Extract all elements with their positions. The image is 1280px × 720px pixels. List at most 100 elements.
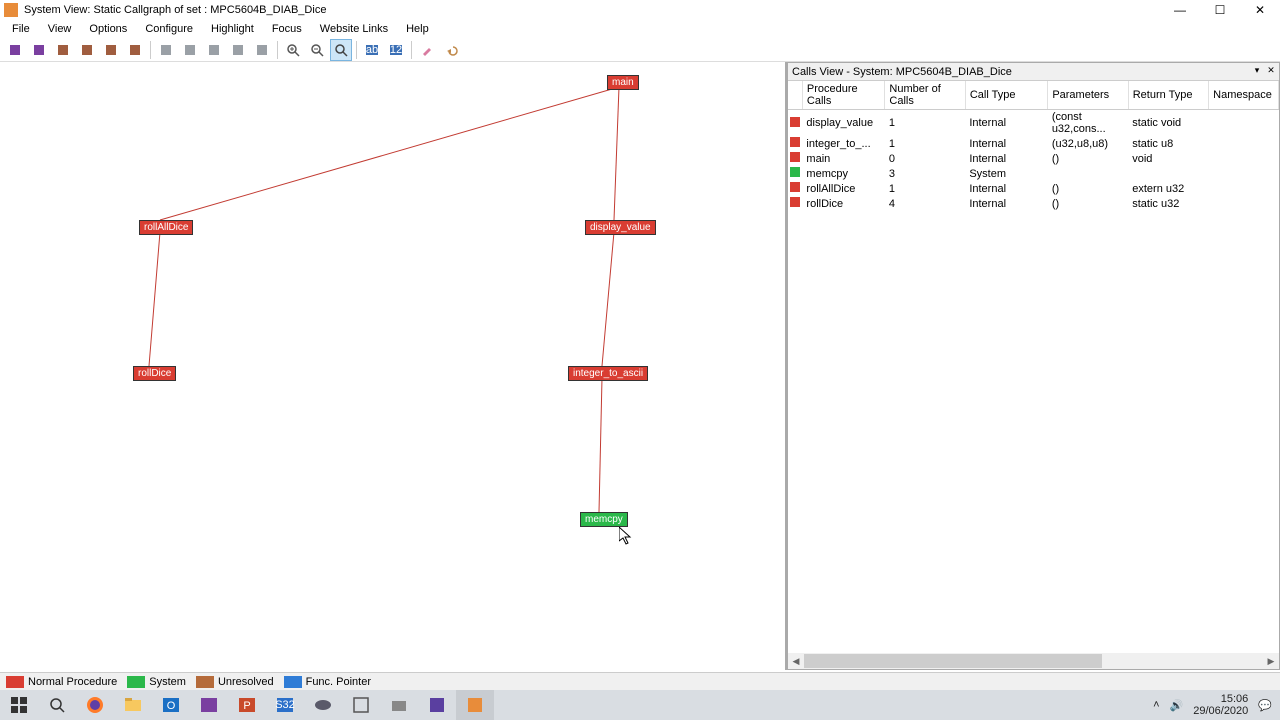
zoom-fit-button[interactable] — [330, 39, 352, 61]
menu-view[interactable]: View — [40, 22, 80, 36]
scroll-thumb[interactable] — [804, 654, 1102, 668]
table-row[interactable]: rollAllDice1Internal()extern u32 — [788, 181, 1279, 196]
table-row[interactable]: display_value1Internal(const u32,cons...… — [788, 110, 1279, 137]
menu-options[interactable]: Options — [81, 22, 135, 36]
table-cell: 1 — [885, 136, 965, 151]
graph-node-memcpy[interactable]: memcpy — [580, 512, 628, 527]
menu-file[interactable]: File — [4, 22, 38, 36]
pane-close-button[interactable]: ✕ — [1265, 64, 1277, 76]
column-header[interactable]: Call Type — [965, 81, 1047, 110]
tool-btn-4[interactable] — [76, 39, 98, 61]
table-cell: extern u32 — [1128, 181, 1208, 196]
tool-btn-1[interactable] — [4, 39, 26, 61]
taskbar-app-powerpoint[interactable]: P — [228, 690, 266, 720]
zoom-in-button[interactable] — [282, 39, 304, 61]
row-type-icon — [790, 137, 800, 147]
taskbar-app-current[interactable] — [456, 690, 494, 720]
graph-node-display_value[interactable]: display_value — [585, 220, 656, 235]
menu-bar: FileViewOptionsConfigureHighlightFocusWe… — [0, 20, 1280, 38]
taskbar-app-6[interactable] — [304, 690, 342, 720]
tool-btn-8[interactable] — [179, 39, 201, 61]
legend-item: System — [127, 676, 186, 688]
tool-btn-6[interactable] — [124, 39, 146, 61]
minimize-button[interactable]: — — [1160, 0, 1200, 20]
table-cell: rollAllDice — [802, 181, 884, 196]
menu-configure[interactable]: Configure — [137, 22, 201, 36]
calls-hscrollbar[interactable]: ◀ ▶ — [788, 653, 1279, 669]
graph-node-rollAllDice[interactable]: rollAllDice — [139, 220, 193, 235]
menu-website-links[interactable]: Website Links — [312, 22, 396, 36]
taskbar-app-8[interactable] — [380, 690, 418, 720]
tray-notifications-icon[interactable]: 💬 — [1258, 699, 1272, 712]
table-cell: Internal — [965, 196, 1047, 211]
table-row[interactable]: main0Internal()void — [788, 151, 1279, 166]
search-button[interactable] — [38, 690, 76, 720]
table-row[interactable]: memcpy3System — [788, 166, 1279, 181]
tool-btn-brush[interactable] — [416, 39, 438, 61]
tool-btn-ab[interactable]: ab — [361, 39, 383, 61]
calls-table: Procedure CallsNumber of CallsCall TypeP… — [788, 81, 1279, 211]
taskbar-app-9[interactable] — [418, 690, 456, 720]
menu-focus[interactable]: Focus — [264, 22, 310, 36]
tool-btn-num[interactable]: 12 — [385, 39, 407, 61]
taskbar-app-s32[interactable]: S32 — [266, 690, 304, 720]
table-row[interactable]: integer_to_...1Internal(u32,u8,u8)static… — [788, 136, 1279, 151]
table-cell: rollDice — [802, 196, 884, 211]
tool-btn-11[interactable] — [251, 39, 273, 61]
table-cell: () — [1048, 196, 1128, 211]
table-cell: Internal — [965, 151, 1047, 166]
graph-edge — [599, 378, 602, 512]
menu-highlight[interactable]: Highlight — [203, 22, 262, 36]
tool-btn-2[interactable] — [28, 39, 50, 61]
table-row[interactable]: rollDice4Internal()static u32 — [788, 196, 1279, 211]
row-type-icon — [790, 182, 800, 192]
zoom-out-button[interactable] — [306, 39, 328, 61]
tool-btn-10[interactable] — [227, 39, 249, 61]
taskbar-app-firefox[interactable] — [76, 690, 114, 720]
taskbar-app-outlook[interactable]: O — [152, 690, 190, 720]
taskbar-app-7[interactable] — [342, 690, 380, 720]
table-cell: memcpy — [802, 166, 884, 181]
tool-btn-5[interactable] — [100, 39, 122, 61]
column-header[interactable]: Return Type — [1128, 81, 1208, 110]
taskbar-app-onenote[interactable] — [190, 690, 228, 720]
column-header[interactable]: Number of Calls — [885, 81, 965, 110]
callgraph-canvas[interactable]: main rollAllDice display_value rollDice inte… — [0, 62, 787, 670]
maximize-button[interactable]: ☐ — [1200, 0, 1240, 20]
graph-node-main[interactable]: main — [607, 75, 639, 90]
table-cell: () — [1048, 151, 1128, 166]
tray-date: 29/06/2020 — [1193, 705, 1248, 717]
graph-edges — [0, 62, 785, 670]
table-cell: Internal — [965, 136, 1047, 151]
tray-volume-icon[interactable]: 🔊 — [1170, 699, 1184, 712]
undo-button[interactable] — [440, 39, 462, 61]
tool-btn-3[interactable] — [52, 39, 74, 61]
taskbar-app-explorer[interactable] — [114, 690, 152, 720]
system-tray: ˄ 🔊 15:06 29/06/2020 💬 — [1145, 693, 1280, 717]
tray-clock[interactable]: 15:06 29/06/2020 — [1193, 693, 1248, 717]
scroll-left-arrow[interactable]: ◀ — [788, 653, 804, 669]
close-button[interactable]: ✕ — [1240, 0, 1280, 20]
table-cell: static u32 — [1128, 196, 1208, 211]
legend-label: Func. Pointer — [306, 676, 371, 688]
start-button[interactable] — [0, 690, 38, 720]
column-header[interactable]: Namespace — [1209, 81, 1279, 110]
legend-item: Unresolved — [196, 676, 274, 688]
legend-label: System — [149, 676, 186, 688]
pane-pin-button[interactable]: ▾ — [1251, 64, 1263, 76]
column-header[interactable]: Procedure Calls — [802, 81, 884, 110]
graph-node-rollDice[interactable]: rollDice — [133, 366, 176, 381]
col-icon — [788, 81, 802, 110]
table-cell: Internal — [965, 181, 1047, 196]
column-header[interactable]: Parameters — [1048, 81, 1128, 110]
calls-view-title: Calls View - System: MPC5604B_DIAB_Dice — [792, 66, 1012, 78]
tool-btn-9[interactable] — [203, 39, 225, 61]
tool-btn-7[interactable] — [155, 39, 177, 61]
toolbar-separator — [411, 41, 412, 59]
table-cell: (u32,u8,u8) — [1048, 136, 1128, 151]
scroll-right-arrow[interactable]: ▶ — [1263, 653, 1279, 669]
svg-text:ab: ab — [366, 44, 378, 56]
menu-help[interactable]: Help — [398, 22, 437, 36]
tray-chevron-icon[interactable]: ˄ — [1153, 699, 1159, 711]
graph-node-integer_to_ascii[interactable]: integer_to_ascii — [568, 366, 648, 381]
